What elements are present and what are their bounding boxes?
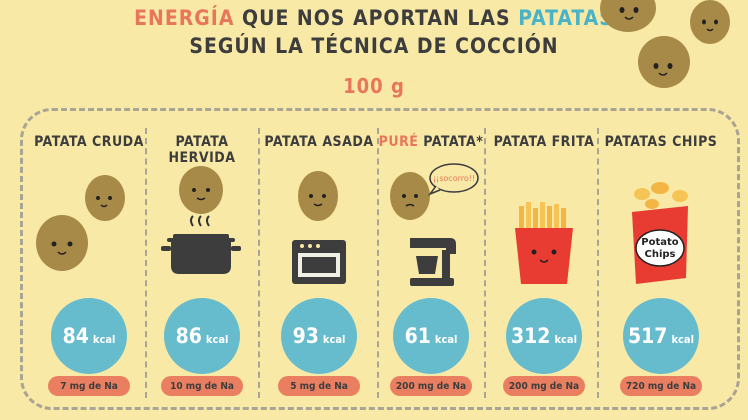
energy-value: 93 bbox=[292, 324, 319, 348]
title-highlight-patatas: PATATAS bbox=[518, 6, 614, 30]
energy-circle: 84 kcal bbox=[51, 298, 127, 374]
energy-value: 517 bbox=[628, 324, 668, 348]
column-title: PATATA FRITA bbox=[493, 134, 595, 150]
energy-unit: kcal bbox=[322, 332, 346, 346]
chips-bag-icon: Potato Chips bbox=[632, 182, 688, 284]
column-title: PATATA ASADA bbox=[264, 134, 374, 150]
decorative-potatoes-icon bbox=[600, 0, 730, 88]
energy-circle: 517 kcal bbox=[623, 298, 699, 374]
columns-container bbox=[20, 108, 740, 410]
energy-value: 84 bbox=[62, 324, 89, 348]
oven-icon bbox=[292, 171, 346, 284]
column-title: PATATAS CHIPS bbox=[604, 134, 718, 150]
column-separator bbox=[377, 128, 379, 398]
column-title-highlight: PURÉ bbox=[378, 134, 419, 150]
fries-icon bbox=[515, 202, 573, 284]
energy-unit: kcal bbox=[205, 332, 229, 346]
speech-bubble-text: ¡¡socorro!! bbox=[433, 174, 475, 183]
amount-label: 100 g bbox=[343, 74, 405, 98]
sodium-pill: 720 mg de Na bbox=[620, 376, 702, 396]
column-separator bbox=[145, 128, 147, 398]
column-title: PATATA CRUDA bbox=[34, 134, 144, 150]
energy-circle: 312 kcal bbox=[506, 298, 582, 374]
column-patata-asada: PATATA ASADA 93 kcal 5 mg de Na bbox=[260, 108, 378, 410]
cooking-pot-icon bbox=[161, 166, 241, 274]
column-separator bbox=[597, 128, 599, 398]
chips-bag-label-2: Chips bbox=[645, 249, 676, 260]
column-title: PURÉ PATATA* bbox=[372, 134, 490, 150]
title-line-1: ENERGÍA QUE NOS APORTAN LAS PATATAS bbox=[0, 6, 748, 30]
energy-unit: kcal bbox=[434, 332, 458, 346]
column-patata-cruda: PATATA CRUDA 84 kcal 7 mg de Na bbox=[30, 108, 148, 410]
sodium-pill: 200 mg de Na bbox=[390, 376, 472, 396]
energy-unit: kcal bbox=[92, 332, 116, 346]
energy-circle: 61 kcal bbox=[393, 298, 469, 374]
energy-unit: kcal bbox=[671, 332, 694, 346]
energy-value: 86 bbox=[175, 324, 202, 348]
raw-potatoes-icon bbox=[36, 175, 125, 271]
energy-value: 61 bbox=[404, 324, 431, 348]
column-title: PATATA HERVIDA bbox=[168, 134, 236, 166]
mixer-icon: ¡¡socorro!! bbox=[390, 163, 479, 286]
sodium-pill: 5 mg de Na bbox=[278, 376, 360, 396]
energy-circle: 93 kcal bbox=[281, 298, 357, 374]
title-highlight-energia: ENERGÍA bbox=[134, 6, 235, 30]
title-line-2: SEGÚN LA TÉCNICA DE COCCIÓN bbox=[189, 34, 559, 58]
sodium-pill: 200 mg de Na bbox=[503, 376, 585, 396]
sodium-pill: 7 mg de Na bbox=[48, 376, 130, 396]
energy-circle: 86 kcal bbox=[164, 298, 240, 374]
column-patatas-chips: PATATAS CHIPS Potato Chips 517 kcal 720 m… bbox=[602, 108, 720, 410]
column-patata-frita: PATATA FRITA 312 kcal 200 mg de Na bbox=[485, 108, 603, 410]
energy-value: 312 bbox=[511, 324, 551, 348]
column-title-rest: PATATA* bbox=[418, 134, 484, 150]
column-pure-patata: PURÉ PATATA* ¡¡socorro!! 61 kcal 200 mg d… bbox=[372, 108, 490, 410]
column-patata-hervida: PATATA HERVIDA 86 kcal 10 mg de Na bbox=[143, 108, 261, 410]
chips-bag-label-1: Potato bbox=[641, 237, 679, 248]
sodium-pill: 10 mg de Na bbox=[161, 376, 243, 396]
energy-unit: kcal bbox=[554, 332, 577, 346]
column-separator bbox=[258, 128, 260, 398]
column-separator bbox=[484, 128, 486, 398]
title-middle: QUE NOS APORTAN LAS bbox=[234, 6, 519, 30]
